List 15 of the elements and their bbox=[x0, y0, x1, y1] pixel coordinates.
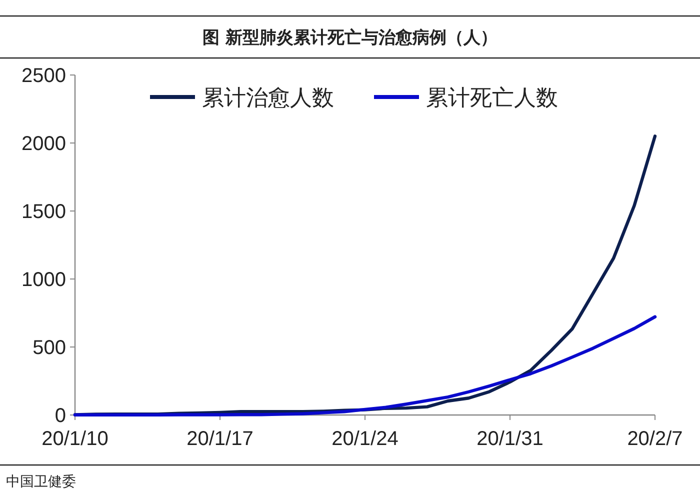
legend-label: 累计治愈人数 bbox=[202, 85, 334, 110]
y-tick-label: 2000 bbox=[22, 133, 66, 155]
x-tick-label: 20/1/10 bbox=[42, 428, 108, 450]
y-tick-label: 2500 bbox=[22, 65, 66, 87]
x-tick-label: 20/1/17 bbox=[186, 428, 254, 450]
legend-label: 累计死亡人数 bbox=[426, 85, 558, 110]
y-tick-label: 500 bbox=[32, 337, 66, 359]
y-tick-label: 1000 bbox=[22, 269, 66, 291]
x-tick-label: 20/1/24 bbox=[332, 428, 398, 450]
y-tick-label: 1500 bbox=[22, 201, 66, 223]
x-tick-label: 20/2/7 bbox=[627, 428, 683, 450]
x-tick-label: 20/1/31 bbox=[476, 428, 544, 450]
text: 中国卫健委 bbox=[6, 473, 76, 489]
chart-title: 图 新型肺炎累计死亡与治愈病例（人） bbox=[202, 28, 498, 48]
y-tick-label: 0 bbox=[54, 405, 66, 427]
